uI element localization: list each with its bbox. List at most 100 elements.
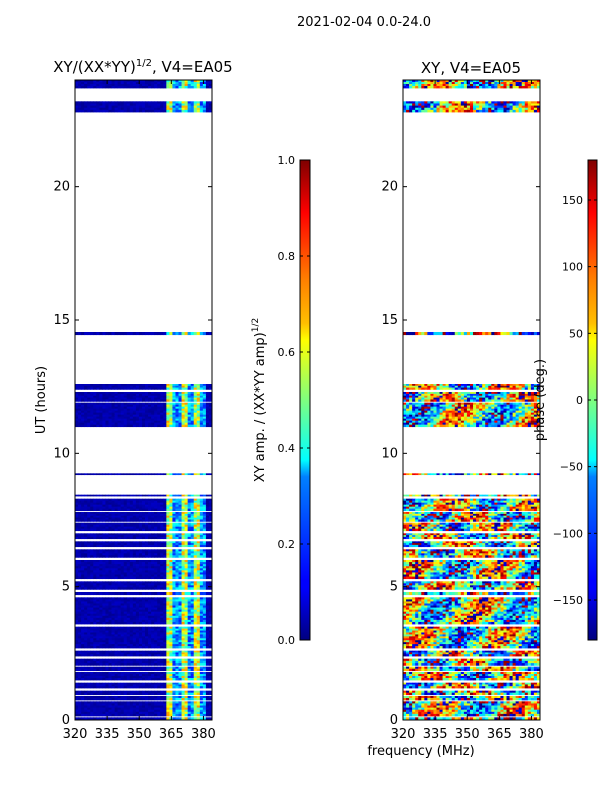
heatmap-cell: [96, 384, 100, 387]
heatmap-cell: [138, 684, 143, 687]
heatmap-cell: [96, 634, 100, 637]
heatmap-cell: [196, 585, 201, 588]
heatmap-cell: [120, 498, 125, 502]
heatmap-cell: [148, 652, 152, 655]
heatmap-cell: [145, 684, 149, 687]
heatmap-cell: [205, 536, 210, 540]
heatmap-cell: [99, 568, 103, 571]
heatmap-cell: [205, 526, 210, 530]
heatmap-cell: [193, 626, 198, 630]
heatmap-cell: [141, 709, 146, 713]
heatmap-cell: [87, 617, 91, 621]
heatmap-cell: [160, 422, 164, 426]
heatmap-cell: [114, 605, 119, 608]
heatmap-cell: [90, 613, 94, 617]
heatmap-cell: [154, 599, 158, 602]
heatmap-cell: [96, 392, 100, 395]
heatmap-cell: [87, 585, 91, 588]
heatmap-cell: [175, 690, 179, 694]
heatmap-cell: [184, 420, 189, 424]
heatmap-cell: [99, 543, 103, 546]
heatmap-cell: [178, 621, 182, 625]
heatmap-cell: [102, 621, 106, 625]
heatmap-cell: [160, 544, 164, 548]
heatmap-cell: [141, 553, 146, 556]
heatmap-cell: [160, 410, 164, 414]
heatmap-cell: [154, 420, 158, 424]
heatmap-cell: [75, 526, 79, 530]
heatmap-cell: [178, 626, 182, 630]
heatmap-cell: [199, 498, 204, 502]
heatmap-cell: [172, 690, 176, 694]
heatmap-cell: [154, 707, 158, 711]
heatmap-cell: [123, 658, 128, 662]
heatmap-cell: [126, 524, 131, 528]
heatmap-cell: [78, 609, 82, 613]
heatmap-cell: [126, 564, 131, 567]
heatmap-cell: [172, 574, 176, 577]
heatmap-cell: [132, 626, 137, 630]
heatmap-cell: [132, 424, 137, 428]
heatmap-cell: [193, 650, 198, 653]
heatmap-cell: [117, 536, 122, 540]
heatmap-cell: [123, 607, 128, 611]
heatmap-cell: [154, 613, 158, 617]
heatmap-cell: [181, 504, 185, 508]
heatmap-cell: [96, 630, 100, 633]
heatmap-cell: [99, 517, 103, 520]
heatmap-cell: [126, 666, 131, 670]
heatmap-cell: [114, 416, 119, 420]
heatmap-cell: [148, 502, 152, 506]
heatmap-cell: [163, 652, 167, 655]
heatmap-cell: [102, 630, 106, 633]
heatmap-cell: [93, 592, 97, 596]
heatmap-cell: [199, 406, 204, 410]
heatmap-cell: [141, 611, 146, 615]
heatmap-cell: [93, 399, 97, 402]
heatmap-cell: [138, 566, 143, 569]
heatmap-cell: [193, 652, 198, 655]
heatmap-cell: [81, 544, 85, 548]
heatmap-cell: [120, 502, 125, 506]
heatmap-cell: [81, 512, 85, 515]
heatmap-cell: [196, 640, 201, 643]
heatmap-cell: [78, 713, 82, 717]
heatmap-cell: [175, 570, 179, 573]
heatmap-cell: [166, 640, 170, 643]
heatmap-cell: [205, 626, 210, 630]
heatmap-cell: [99, 416, 103, 420]
heatmap-cell: [132, 636, 137, 639]
heatmap-cell: [108, 672, 112, 675]
heatmap-cell: [141, 654, 146, 657]
heatmap-cell: [126, 603, 131, 606]
heatmap-cell: [111, 562, 115, 565]
heatmap-cell: [126, 713, 131, 717]
heatmap-cell: [126, 517, 131, 520]
heatmap-cell: [141, 418, 146, 422]
heatmap-cell: [199, 674, 204, 677]
heatmap-cell: [181, 642, 185, 645]
heatmap-cell: [75, 658, 79, 662]
heatmap-cell: [93, 410, 97, 414]
heatmap-cell: [75, 543, 79, 546]
heatmap-cell: [187, 640, 192, 643]
heatmap-cell: [148, 399, 152, 402]
heatmap-cell: [208, 698, 212, 701]
heatmap-cell: [154, 642, 158, 645]
heatmap-cell: [160, 562, 164, 565]
heatmap-cell: [120, 504, 125, 508]
heatmap-cell: [154, 508, 158, 512]
heatmap-cell: [166, 644, 170, 647]
heatmap-cell: [123, 424, 128, 428]
heatmap-cell: [196, 473, 201, 476]
heatmap-cell: [190, 544, 195, 548]
heatmap-cell: [108, 416, 112, 420]
heatmap-cell: [123, 393, 128, 397]
heatmap-cell: [145, 541, 149, 544]
heatmap-cell: [148, 473, 152, 476]
heatmap-cell: [202, 713, 207, 717]
heatmap-cell: [154, 543, 158, 546]
heatmap-cell: [148, 397, 152, 400]
heatmap-cell: [181, 543, 185, 546]
heatmap-cell: [169, 392, 173, 395]
